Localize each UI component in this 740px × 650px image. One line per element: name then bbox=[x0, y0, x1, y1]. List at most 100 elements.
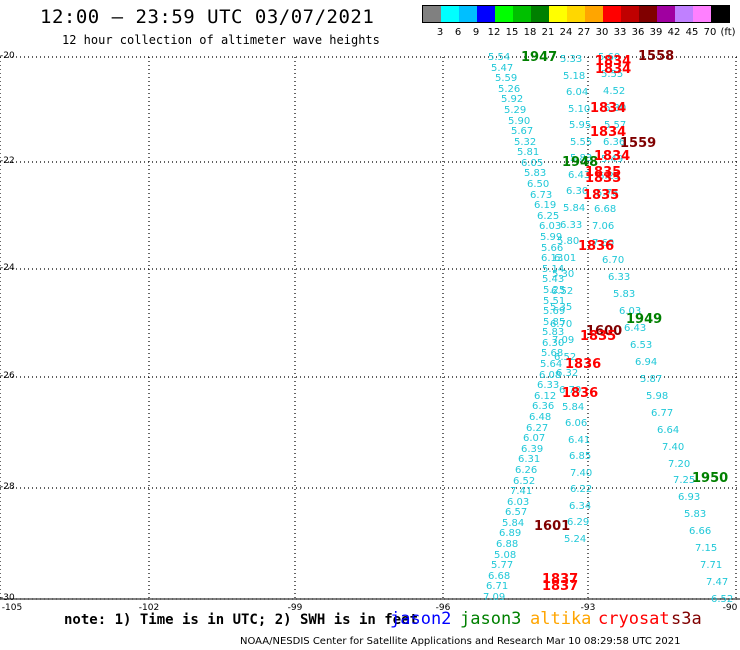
pass-time-label: 1835 bbox=[585, 165, 622, 180]
pass-time-label: 1837 bbox=[542, 572, 579, 587]
wave-height-label: 6.89 bbox=[499, 528, 522, 539]
wave-height-label: 6.70 bbox=[559, 385, 582, 396]
wave-height-label: 5.83 bbox=[684, 509, 707, 520]
wave-height-label: 5.87 bbox=[640, 374, 663, 385]
colorbar-swatch bbox=[441, 6, 459, 22]
wave-height-label: 5.83 bbox=[524, 168, 547, 179]
wave-height-label: 5.92 bbox=[501, 94, 524, 105]
latitude-label: -24 bbox=[0, 263, 15, 273]
wave-height-label: 5.18 bbox=[563, 71, 586, 82]
wave-height-label: 6.33 bbox=[560, 220, 583, 231]
wave-height-label: 5.14 bbox=[542, 264, 565, 275]
wave-height-label: 7.40 bbox=[570, 468, 593, 479]
wave-height-label: 5.10 bbox=[568, 104, 591, 115]
wave-height-label: 7.09 bbox=[483, 592, 506, 603]
wave-height-label: 7.25 bbox=[673, 475, 696, 486]
wave-height-label: 5.77 bbox=[491, 560, 514, 571]
wave-height-label: 6.77 bbox=[651, 408, 674, 419]
wave-height-label: 5.35 bbox=[550, 302, 573, 313]
wave-height-label: 6.36 bbox=[603, 137, 626, 148]
wave-height-label: 6.12 bbox=[534, 391, 557, 402]
wave-height-label: 6.19 bbox=[534, 200, 557, 211]
map-subtitle: 12 hour collection of altimeter wave hei… bbox=[62, 33, 380, 47]
wave-height-label: 6.70 bbox=[602, 255, 625, 266]
wave-height-label: 6.57 bbox=[505, 507, 528, 518]
colorbar-swatch bbox=[549, 6, 567, 22]
wave-height-label: 6.94 bbox=[635, 357, 658, 368]
colorbar-swatch bbox=[693, 6, 711, 22]
wave-height-label: 7.60 bbox=[592, 238, 615, 249]
wave-height-label: 6.68 bbox=[488, 571, 511, 582]
pass-time-label: 1559 bbox=[620, 136, 657, 151]
colorbar-label: 27 bbox=[577, 27, 591, 38]
wave-height-label: 7.47 bbox=[706, 577, 729, 588]
colorbar-label: 39 bbox=[649, 27, 663, 38]
wave-height-label: 5.24 bbox=[564, 534, 587, 545]
wave-height-label: 5.90 bbox=[508, 116, 531, 127]
wave-height-label: 6.27 bbox=[526, 423, 549, 434]
latitude-label: -26 bbox=[0, 371, 15, 381]
wave-height-label: 6.52 bbox=[554, 352, 577, 363]
pass-time-label: 1949 bbox=[626, 312, 663, 327]
colorbar-unit: (ft) bbox=[720, 27, 736, 38]
colorbar-label: 21 bbox=[541, 27, 555, 38]
pass-time-label: 1834 bbox=[594, 149, 631, 164]
longitude-label: -93 bbox=[580, 603, 596, 613]
wave-height-label: 5.98 bbox=[646, 391, 669, 402]
wave-height-label: 5.49 bbox=[601, 154, 624, 165]
wave-height-label: 6.66 bbox=[689, 526, 712, 537]
wave-height-label: 5.30 bbox=[552, 269, 575, 280]
wave-height-label: 6.22 bbox=[570, 484, 593, 495]
pass-time-label: 1558 bbox=[638, 49, 675, 64]
wave-height-label: 6.08 bbox=[539, 370, 562, 381]
pass-time-label: 1837 bbox=[542, 579, 579, 594]
wave-height-label: 5.84 bbox=[502, 518, 525, 529]
wave-height-label: 6.13 bbox=[541, 253, 564, 264]
colorbar-swatch bbox=[423, 6, 441, 22]
colorbar-label: 15 bbox=[505, 27, 519, 38]
pass-time-label: 1835 bbox=[583, 188, 620, 203]
wave-height-label: 5.51 bbox=[543, 296, 566, 307]
colorbar-label: 3 bbox=[436, 27, 444, 38]
colorbar-swatch bbox=[567, 6, 585, 22]
pass-time-label: 1834 bbox=[595, 62, 632, 77]
wave-height-label: 6.52 bbox=[711, 594, 734, 605]
colorbar-swatch bbox=[459, 6, 477, 22]
wave-height-label: 6.30 bbox=[566, 186, 589, 197]
colorbar-label: 30 bbox=[595, 27, 609, 38]
pass-time-label: 1948 bbox=[562, 155, 599, 170]
pass-time-label: 1835 bbox=[580, 329, 617, 344]
pass-time-label: 1835 bbox=[585, 171, 622, 186]
wave-height-label: 6.30 bbox=[604, 103, 627, 114]
colorbar-legend: 3 6 9 12 15 18 21 24 27 30 33 36 39 42 45 70 (ft) bbox=[422, 5, 740, 39]
wave-height-label: 5.83 bbox=[570, 153, 593, 164]
wave-height-label: 5.60 bbox=[598, 52, 621, 63]
wave-height-label: 6.33 bbox=[608, 272, 631, 283]
wave-height-label: 5.54 bbox=[488, 52, 511, 63]
pass-time-label: 1836 bbox=[578, 239, 615, 254]
satellite-legend-altika: altika bbox=[530, 609, 592, 629]
colorbar-swatch bbox=[657, 6, 675, 22]
wave-height-label: 6.30 bbox=[542, 338, 565, 349]
colorbar-swatch bbox=[495, 6, 513, 22]
wave-height-label: 5.59 bbox=[495, 73, 518, 84]
wave-height-label: 5.83 bbox=[613, 289, 636, 300]
wave-height-label: 7.15 bbox=[695, 543, 718, 554]
wave-height-label: 6.01 bbox=[554, 253, 577, 264]
wave-height-label: 6.29 bbox=[567, 517, 590, 528]
pass-time-label: 1834 bbox=[590, 101, 627, 116]
wave-height-label: 5.64 bbox=[540, 359, 563, 370]
longitude-label: -90 bbox=[722, 603, 738, 613]
wave-height-label: 6.93 bbox=[678, 492, 701, 503]
pass-time-label: 1836 bbox=[565, 357, 602, 372]
colorbar-label: 24 bbox=[559, 27, 573, 38]
wave-height-label: 6.88 bbox=[496, 539, 519, 550]
wave-height-label: 7.41 bbox=[510, 486, 533, 497]
wave-height-label: 5.99 bbox=[540, 232, 563, 243]
longitude-label: -105 bbox=[1, 603, 23, 613]
wave-height-label: 6.03 bbox=[619, 306, 642, 317]
wave-height-label: 5.84 bbox=[563, 203, 586, 214]
wave-height-label: 5.08 bbox=[494, 550, 517, 561]
colorbar-swatch bbox=[711, 6, 729, 22]
colorbar-swatch bbox=[531, 6, 549, 22]
